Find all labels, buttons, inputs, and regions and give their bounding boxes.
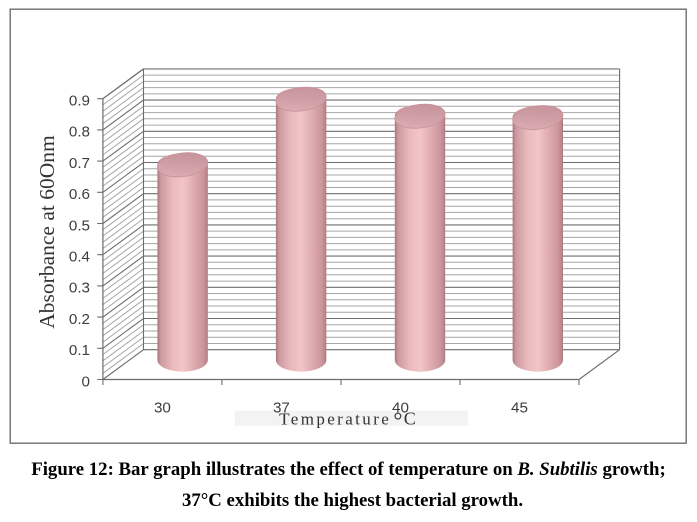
svg-text:Figure 12: Bar graph illustrat: Figure 12: Bar graph illustrates the eff… (31, 459, 666, 480)
svg-text:37: 37 (273, 399, 290, 416)
svg-text:Absorbance at 60Onm: Absorbance at 60Onm (35, 135, 59, 329)
svg-text:40: 40 (392, 399, 409, 416)
svg-text:37°C exhibits the highest bact: 37°C exhibits the highest bacterial grow… (182, 490, 523, 511)
svg-text:C: C (404, 408, 416, 428)
svg-text:30: 30 (154, 399, 171, 416)
svg-text:0.7: 0.7 (69, 155, 90, 172)
svg-text:Temperature: Temperature (279, 409, 391, 428)
svg-text:0.3: 0.3 (69, 280, 90, 297)
svg-text:0.6: 0.6 (69, 186, 90, 203)
svg-text:0.2: 0.2 (69, 311, 90, 328)
svg-text:45: 45 (511, 399, 528, 416)
svg-text:0.5: 0.5 (69, 217, 90, 234)
svg-text:0.4: 0.4 (69, 249, 90, 266)
svg-text:0.9: 0.9 (69, 93, 90, 110)
svg-text:0.1: 0.1 (69, 342, 90, 359)
svg-text:0: 0 (82, 373, 90, 390)
svg-text:0.8: 0.8 (69, 124, 90, 141)
